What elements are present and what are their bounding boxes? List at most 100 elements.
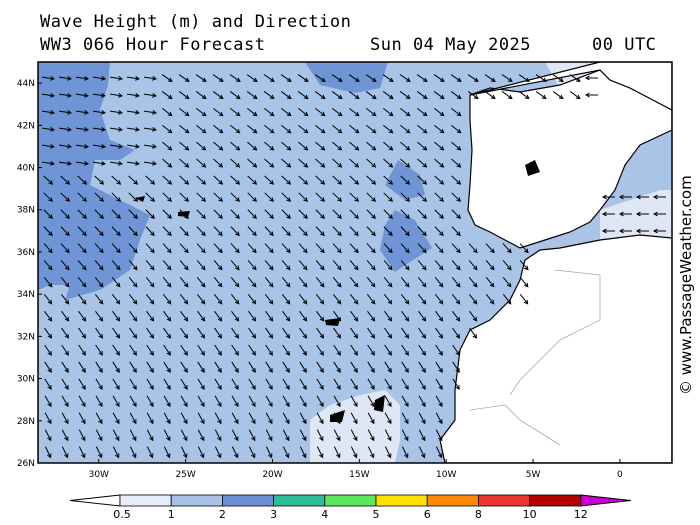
wave-arrow: [332, 277, 342, 288]
wave-arrow: [265, 446, 273, 459]
wave-arrow: [281, 277, 291, 288]
wave-arrow: [162, 158, 173, 168]
wave-arrow: [143, 76, 157, 81]
wave-arrow: [265, 378, 273, 391]
wave-arrow: [230, 192, 241, 202]
wave-arrow: [95, 446, 103, 459]
wave-arrow: [316, 327, 325, 339]
wave-arrow: [77, 277, 87, 288]
wave-arrow: [214, 344, 222, 356]
wave-arrow: [265, 344, 273, 356]
colorbar-low-arrow: [69, 494, 121, 507]
wave-arrow: [331, 91, 343, 100]
wave-arrow: [519, 293, 529, 305]
wave-arrow: [400, 141, 411, 151]
wave-arrow: [78, 344, 86, 356]
lat-label: 42N: [17, 121, 35, 131]
wave-arrow: [299, 327, 308, 339]
wave-arrow: [143, 93, 157, 98]
wave-arrow: [248, 310, 257, 322]
wave-arrow: [401, 378, 409, 391]
wave-arrow: [401, 395, 409, 408]
colorbar-segment: [119, 494, 172, 507]
wave-arrow: [350, 378, 358, 391]
wave-arrow: [143, 144, 157, 149]
wave-arrow: [44, 310, 53, 322]
wave-arrow: [77, 209, 87, 220]
wave-arrow: [383, 260, 393, 271]
wave-arrow: [451, 243, 461, 254]
wave-arrow: [248, 412, 256, 425]
wave-arrow: [44, 429, 52, 442]
wave-arrow: [400, 293, 410, 305]
wave-arrow: [315, 260, 325, 271]
wave-arrow: [349, 141, 360, 151]
wave-arrow: [212, 107, 224, 117]
wave-arrow: [350, 395, 358, 408]
wave-arrow: [501, 74, 513, 83]
wave-arrow: [161, 107, 173, 117]
wave-arrow: [349, 124, 360, 134]
wave-arrow: [485, 243, 495, 254]
wave-arrow: [333, 344, 341, 356]
wave-arrow: [111, 175, 122, 185]
wave-arrow: [501, 91, 513, 100]
wave-arrow: [299, 344, 307, 356]
wave-arrow: [348, 91, 360, 100]
wave-arrow: [212, 91, 224, 100]
wave-arrow: [281, 175, 292, 185]
lat-label: 32N: [17, 332, 35, 342]
wave-arrow: [399, 107, 411, 117]
wave-arrow: [161, 74, 173, 83]
wave-arrow: [214, 310, 223, 322]
wave-arrow: [231, 361, 239, 373]
wave-arrow: [95, 395, 103, 408]
wave-arrow: [77, 243, 87, 254]
wave-arrow: [61, 446, 69, 459]
wave-arrow: [112, 327, 121, 339]
wave-arrow: [518, 91, 530, 100]
wave-arrow: [179, 141, 190, 151]
wave-arrow: [333, 412, 341, 425]
colorbar-label: 1: [167, 508, 175, 521]
wave-arrow: [143, 161, 157, 166]
wave-arrow: [43, 293, 53, 305]
wave-arrow: [434, 226, 444, 237]
wave-arrow: [652, 211, 666, 217]
wave-arrow: [350, 412, 358, 425]
wave-arrow: [367, 310, 376, 322]
wave-arrow: [180, 327, 189, 339]
wave-arrow: [299, 310, 308, 322]
wave-arrow: [316, 446, 324, 459]
wave-arrow: [129, 361, 137, 373]
wave-arrow: [94, 243, 104, 254]
wave-arrow: [433, 74, 445, 83]
wave-arrow: [400, 158, 411, 168]
wave-arrow: [281, 192, 292, 202]
wave-arrow: [44, 327, 53, 339]
wave-arrow: [231, 429, 239, 442]
lon-label: 25W: [175, 470, 195, 480]
wave-arrow: [178, 91, 190, 100]
wave-arrow: [128, 209, 138, 220]
colorbar-segment: [221, 494, 274, 507]
wave-arrow: [44, 344, 52, 356]
wave-arrow: [349, 260, 359, 271]
wave-arrow: [314, 74, 326, 83]
wave-arrow: [77, 293, 87, 305]
wave-arrow: [281, 260, 291, 271]
wave-arrow: [418, 361, 426, 373]
lon-label: 15W: [349, 470, 369, 480]
wave-arrow: [331, 74, 343, 83]
wave-arrow: [128, 277, 138, 288]
wave-arrow: [298, 175, 309, 185]
wave-arrow: [128, 243, 138, 254]
wave-arrow: [213, 226, 223, 237]
wave-arrow: [384, 361, 392, 373]
wave-arrow: [434, 175, 445, 185]
wave-arrow: [196, 158, 207, 168]
wave-arrow: [401, 327, 410, 339]
wave-arrow: [652, 194, 666, 200]
wave-arrow: [180, 446, 188, 459]
wave-arrow: [417, 243, 427, 254]
